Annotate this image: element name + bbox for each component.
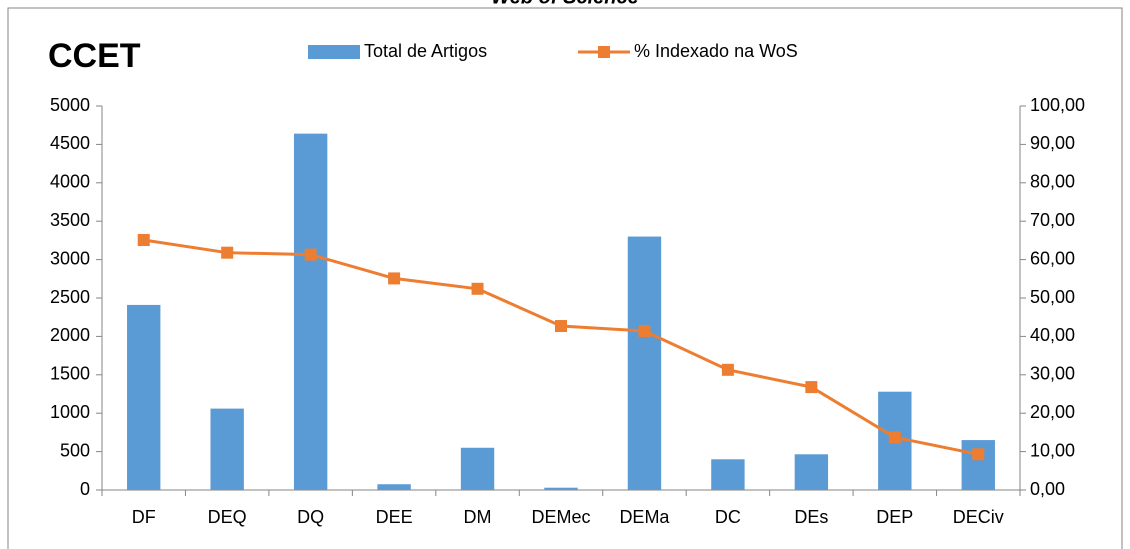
y2-tick-label: 30,00 — [1030, 364, 1075, 384]
x-tick-label: DEMa — [619, 507, 670, 527]
marker — [137, 234, 150, 247]
y-tick-label: 2000 — [50, 325, 90, 345]
marker — [972, 448, 985, 461]
x-tick-label: DF — [132, 507, 156, 527]
bar — [127, 304, 161, 490]
x-tick-label: DEMec — [531, 507, 590, 527]
legend-label: % Indexado na WoS — [634, 41, 798, 61]
y2-tick-label: 10,00 — [1030, 440, 1075, 460]
marker — [471, 282, 484, 295]
y-tick-label: 1500 — [50, 364, 90, 384]
marker — [304, 248, 317, 261]
marker — [221, 246, 234, 259]
x-tick-label: DC — [715, 507, 741, 527]
y2-tick-label: 60,00 — [1030, 248, 1075, 268]
marker — [721, 363, 734, 376]
bar — [460, 447, 495, 490]
marker — [555, 320, 567, 333]
marker — [388, 272, 401, 285]
legend-swatch — [598, 46, 610, 58]
y2-tick-label: 70,00 — [1030, 210, 1075, 230]
marker — [638, 325, 651, 338]
y2-tick-label: 90,00 — [1030, 133, 1075, 153]
x-tick-label: DECiv — [953, 507, 1004, 527]
bar — [627, 236, 662, 490]
y-tick-label: 3000 — [50, 248, 90, 268]
y2-tick-label: 40,00 — [1030, 325, 1075, 345]
x-tick-label: DM — [464, 507, 492, 527]
legend-swatch — [308, 45, 360, 59]
y-tick-label: 3500 — [50, 210, 90, 230]
y-tick-label: 4000 — [50, 172, 90, 192]
y-tick-label: 0 — [80, 479, 90, 499]
bar — [377, 484, 411, 490]
y2-tick-label: 0,00 — [1030, 479, 1065, 499]
y-tick-label: 2500 — [50, 287, 90, 307]
x-tick-label: DQ — [297, 507, 324, 527]
y2-tick-label: 100,00 — [1030, 95, 1085, 115]
y-tick-label: 4500 — [50, 133, 90, 153]
y2-tick-label: 50,00 — [1030, 287, 1075, 307]
bar — [711, 459, 745, 490]
marker — [805, 381, 818, 394]
bar — [210, 408, 244, 490]
legend-label: Total de Artigos — [364, 41, 487, 61]
y2-tick-label: 80,00 — [1030, 172, 1075, 192]
bar — [544, 487, 578, 490]
bar — [293, 133, 328, 490]
marker — [888, 431, 901, 444]
y2-tick-label: 20,00 — [1030, 402, 1075, 422]
y-tick-label: 1000 — [50, 402, 90, 422]
x-tick-label: DEs — [794, 507, 828, 527]
chart-frame — [7, 7, 1123, 549]
x-tick-label: DEQ — [208, 507, 247, 527]
x-tick-label: DEE — [376, 507, 413, 527]
annotation: CCET — [48, 37, 141, 75]
y-tick-label: 500 — [60, 440, 90, 460]
chart-title: Web of Science — [491, 0, 638, 8]
bar — [794, 454, 829, 490]
x-tick-label: DEP — [876, 507, 913, 527]
bar — [961, 440, 995, 490]
y-tick-label: 5000 — [50, 95, 90, 115]
